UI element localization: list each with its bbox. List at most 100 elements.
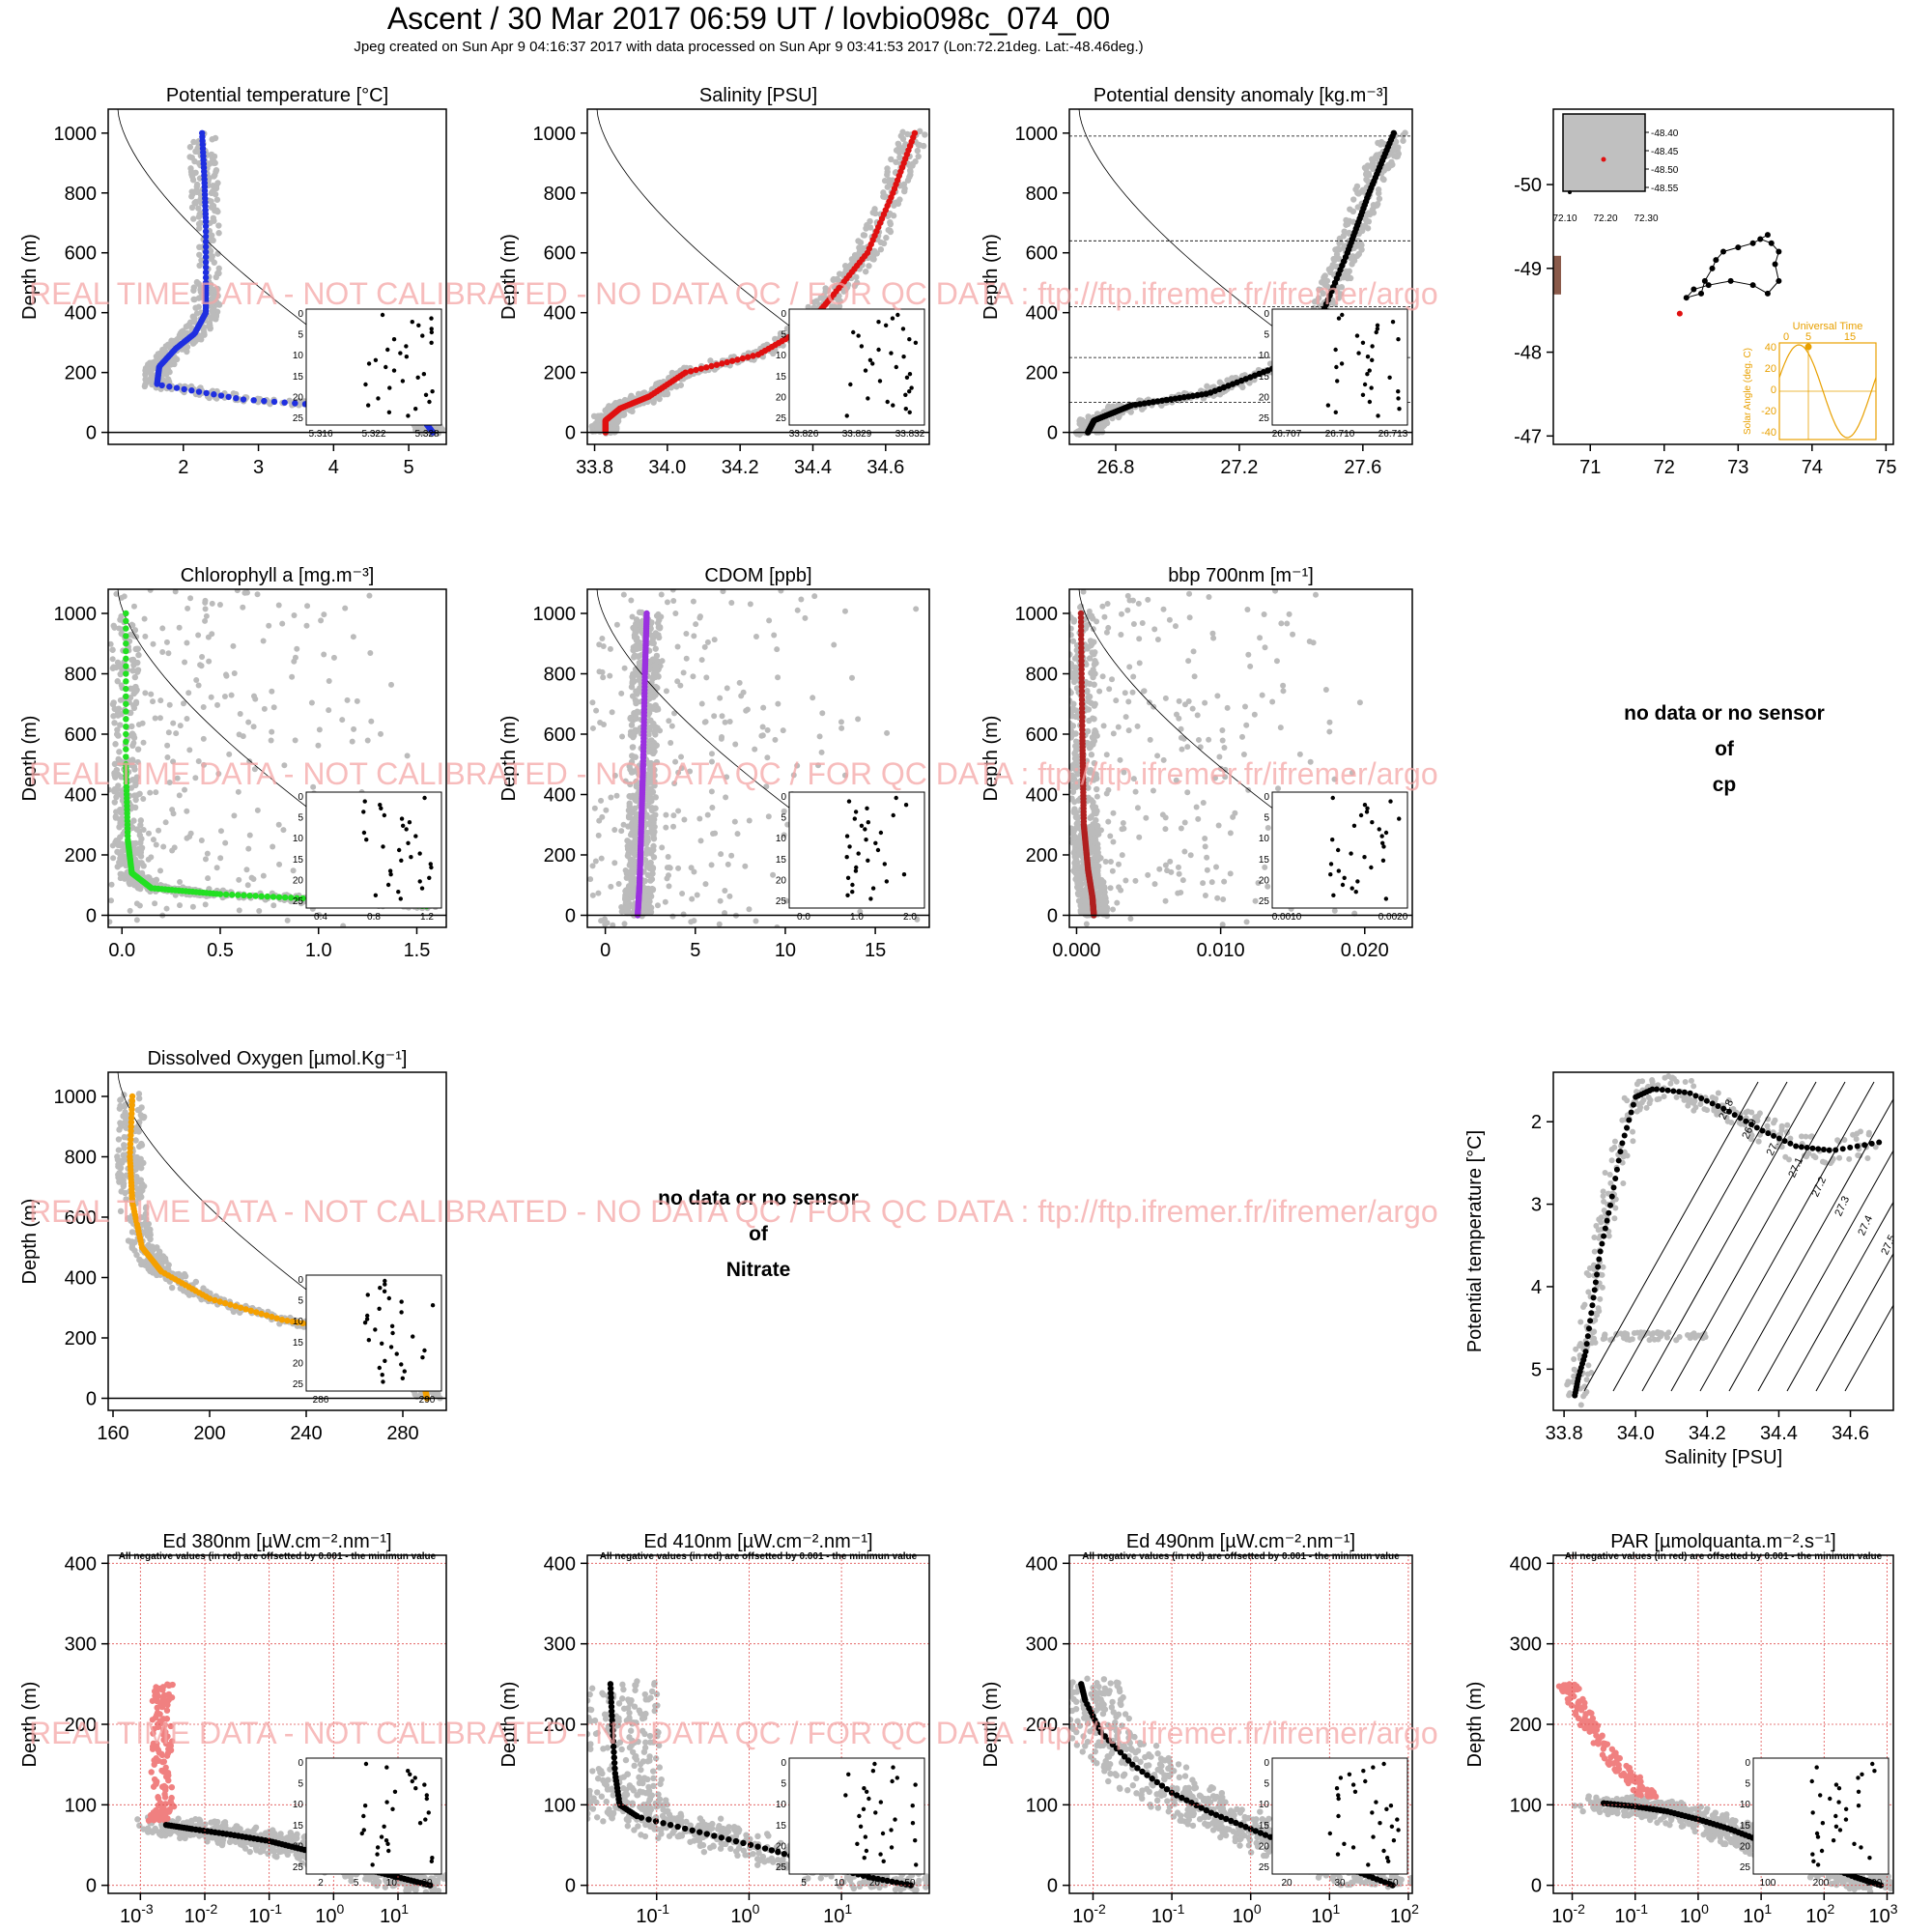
climatology-point xyxy=(614,417,622,425)
inset-point xyxy=(875,847,881,853)
profile-point xyxy=(123,663,129,669)
climatology-point xyxy=(1329,262,1336,269)
profile-point xyxy=(246,892,253,899)
climatology-outlier xyxy=(780,727,786,734)
inset-point xyxy=(904,375,910,380)
climatology-point xyxy=(652,794,659,801)
xtick-label: 10 xyxy=(775,940,796,961)
climatology-outlier xyxy=(217,828,224,835)
climatology-outlier xyxy=(708,788,715,795)
climatology-point xyxy=(214,180,221,186)
climatology-point xyxy=(133,826,140,833)
ytick-label: 800 xyxy=(65,184,97,205)
solar-ytick-label: 0 xyxy=(1771,384,1776,396)
inset-point xyxy=(877,379,883,384)
climatology-outlier xyxy=(156,827,162,834)
climatology-outlier xyxy=(681,816,688,823)
climatology-outlier xyxy=(794,607,801,613)
climatology-point xyxy=(117,855,124,862)
climatology-outlier xyxy=(173,730,180,737)
climatology-outlier xyxy=(819,710,826,717)
inset-xtick-label: 5.328 xyxy=(414,429,439,440)
profile-point xyxy=(123,610,129,617)
inset-point xyxy=(1340,312,1345,318)
inset-ytick-label: 25 xyxy=(293,896,304,907)
climatology-outlier xyxy=(593,707,600,714)
xtick-label: 5 xyxy=(404,457,414,478)
climatology-outlier xyxy=(678,753,685,760)
climatology-outlier xyxy=(250,875,257,882)
profile-point xyxy=(703,364,710,371)
climatology-outlier xyxy=(770,871,777,878)
climatology-point xyxy=(1358,226,1365,233)
climatology-point xyxy=(1365,170,1373,178)
climatology-outlier xyxy=(185,690,192,696)
climatology-point xyxy=(211,158,217,165)
climatology-point xyxy=(1349,261,1355,268)
climatology-outlier xyxy=(677,682,684,689)
climatology-point xyxy=(195,280,202,288)
profile-point xyxy=(123,730,129,738)
xtick-label: 0.5 xyxy=(207,940,234,961)
climatology-point xyxy=(132,698,140,706)
climatology-outlier xyxy=(774,923,781,927)
inset-point xyxy=(890,316,895,321)
inset-ytick-label: 25 xyxy=(293,413,304,424)
climatology-outlier xyxy=(704,811,711,818)
climatology-point xyxy=(626,838,633,846)
xtick-label: 73 xyxy=(1727,457,1748,478)
inset-xtick-label: 5.316 xyxy=(308,429,332,440)
climatology-outlier xyxy=(680,911,687,918)
climatology-outlier xyxy=(752,746,758,753)
climatology-point xyxy=(872,210,879,217)
climatology-point xyxy=(627,781,634,788)
climatology-point xyxy=(1100,422,1107,430)
climatology-outlier xyxy=(598,797,605,804)
climatology-outlier xyxy=(140,826,147,833)
chart-title: Potential temperature [°C] xyxy=(166,85,388,106)
climatology-outlier xyxy=(592,858,599,865)
climatology-point xyxy=(111,705,118,713)
ytick-label: 200 xyxy=(544,845,576,867)
climatology-point xyxy=(1358,242,1365,248)
climatology-outlier xyxy=(644,794,651,801)
climatology-outlier xyxy=(724,774,730,781)
inset-map-ytick-label: -48.45 xyxy=(1651,147,1679,157)
climatology-outlier xyxy=(659,658,666,665)
climatology-outlier xyxy=(163,905,170,912)
climatology-point xyxy=(1378,141,1384,148)
plot-frame xyxy=(586,588,930,928)
climatology-point xyxy=(629,744,637,751)
climatology-point xyxy=(188,154,195,161)
inset-point xyxy=(406,413,411,418)
inset-point xyxy=(385,882,391,888)
climatology-outlier xyxy=(602,922,609,927)
ytick-label: 0 xyxy=(565,906,576,927)
inset-point xyxy=(901,355,906,359)
climatology-outlier xyxy=(304,603,311,610)
inset-point xyxy=(409,855,413,860)
inset-point xyxy=(399,816,405,821)
climatology-outlier xyxy=(698,700,705,707)
climatology-outlier xyxy=(720,589,726,595)
climatology-outlier xyxy=(595,890,602,896)
climatology-outlier xyxy=(815,762,822,769)
climatology-outlier xyxy=(587,876,594,883)
climatology-point xyxy=(630,670,637,678)
climatology-outlier xyxy=(589,863,596,869)
inset-ytick-label: 10 xyxy=(776,834,787,844)
climatology-outlier xyxy=(736,679,743,686)
climatology-outlier xyxy=(628,597,635,604)
climatology-outlier xyxy=(702,719,709,725)
inset-point xyxy=(362,799,367,804)
inset-point xyxy=(380,312,385,318)
plot-frame xyxy=(1552,108,1894,445)
climatology-outlier xyxy=(127,907,133,914)
coast-patch xyxy=(1553,255,1561,295)
climatology-point xyxy=(183,323,190,330)
inset-point xyxy=(376,396,381,401)
climatology-point xyxy=(629,871,636,878)
y-axis-label: Depth (m) xyxy=(980,234,1002,320)
xtick-label: 33.8 xyxy=(576,457,613,478)
inset-point xyxy=(1374,329,1378,335)
